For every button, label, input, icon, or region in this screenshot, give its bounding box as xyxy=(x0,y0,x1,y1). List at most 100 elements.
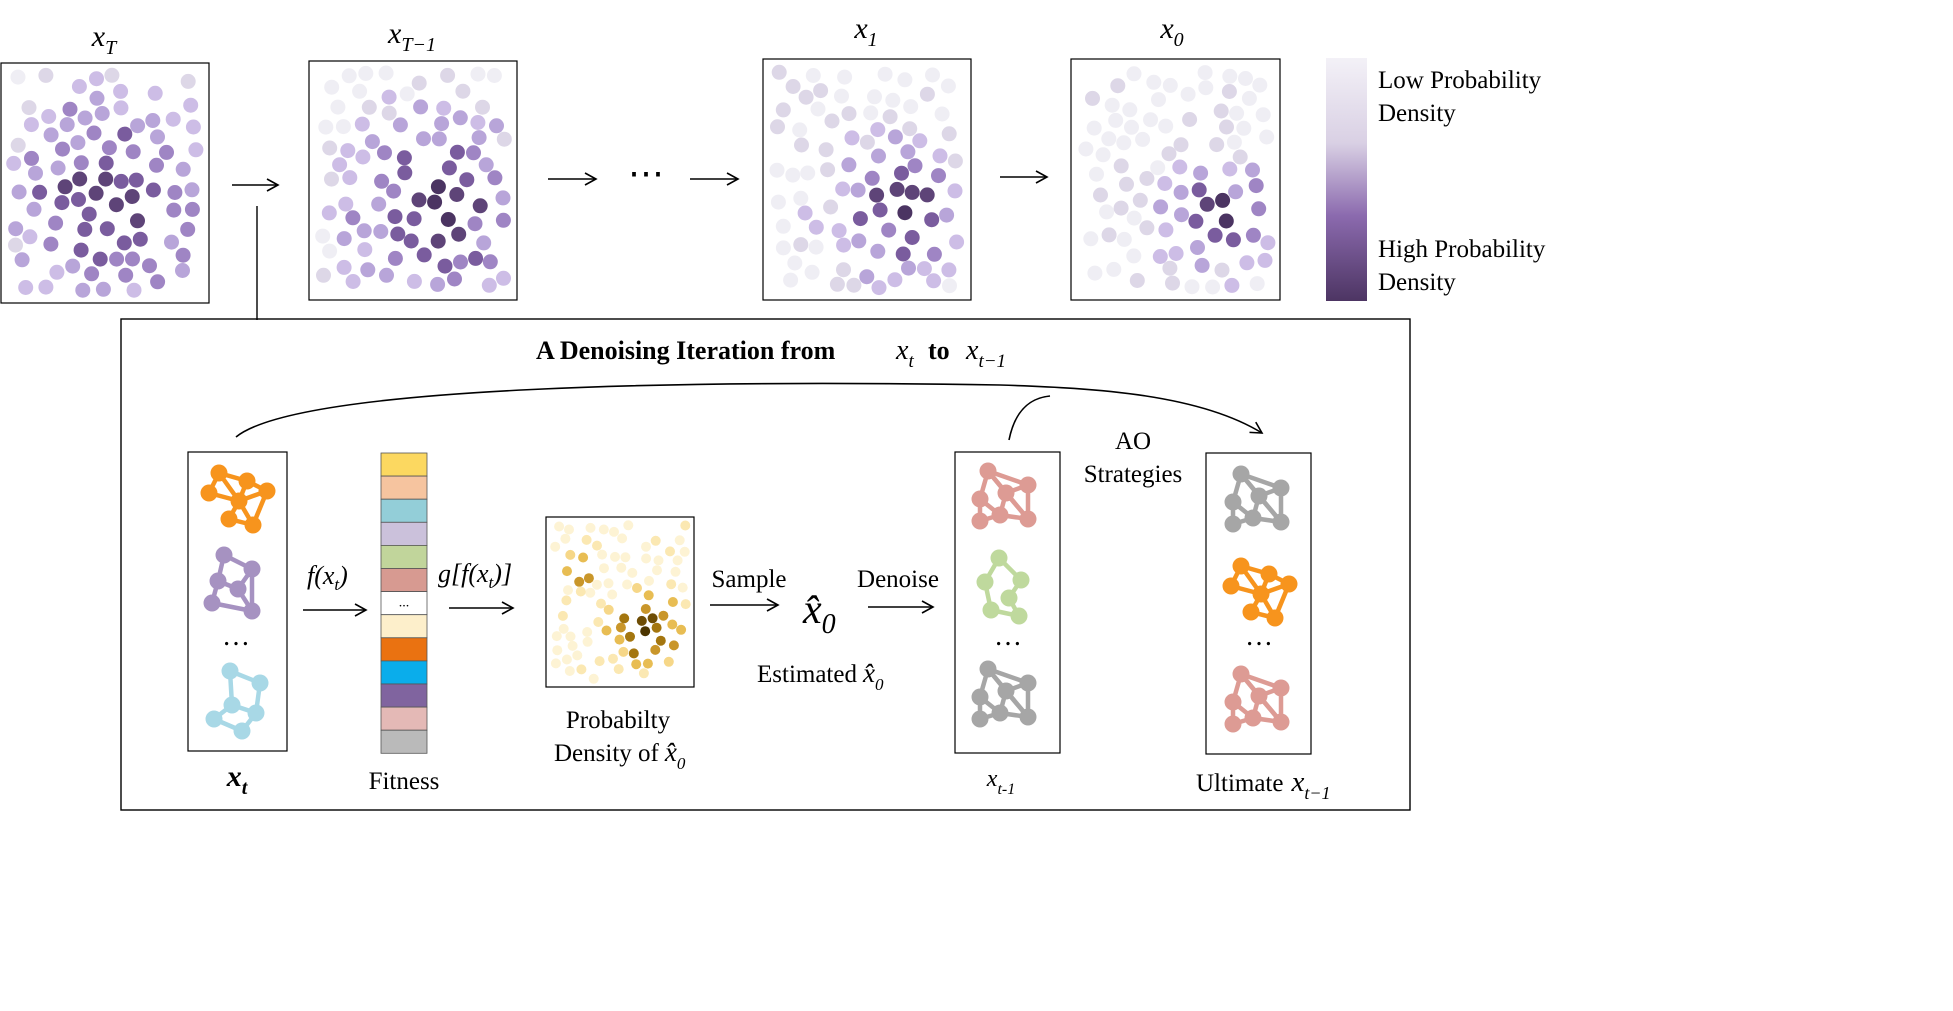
x1-dot xyxy=(887,129,903,145)
xT-dot xyxy=(10,137,26,153)
xT-1-dot xyxy=(470,115,486,130)
x0-dot xyxy=(1157,176,1173,191)
xT-dot xyxy=(99,221,115,237)
xT-1-dot xyxy=(338,196,354,212)
x0-dot xyxy=(1228,184,1244,200)
x0-dot xyxy=(1086,120,1102,136)
legend-low-label: Low Probability xyxy=(1378,67,1542,94)
x1-dot xyxy=(942,278,957,294)
xT-dot xyxy=(77,221,93,237)
x1-dot xyxy=(850,182,866,198)
xT-dot xyxy=(71,192,86,207)
graph-node xyxy=(1260,565,1278,583)
graph-ult-gray xyxy=(1224,465,1290,533)
xT-dot xyxy=(54,195,70,211)
xT-dot xyxy=(125,144,141,160)
x0-dot xyxy=(1248,178,1264,194)
xT-dot xyxy=(72,171,88,187)
x1-dot xyxy=(895,246,911,262)
density-dot xyxy=(575,586,586,597)
xT-dot xyxy=(128,172,144,188)
xT-dot xyxy=(41,109,57,124)
density-dot xyxy=(563,585,573,596)
iteration-title-to-word: to xyxy=(928,336,950,365)
xT-1-dot xyxy=(396,150,412,166)
x0-dot xyxy=(1229,105,1245,121)
density-dot xyxy=(663,656,674,667)
iteration-title-from: xt xyxy=(895,335,914,372)
xT-dot xyxy=(166,202,182,218)
graph-node xyxy=(243,602,261,620)
x0-dot xyxy=(1239,255,1255,271)
xT-1-dot xyxy=(324,79,340,95)
density-dot xyxy=(652,565,662,576)
x0-dot xyxy=(1139,171,1155,186)
x1-dot xyxy=(792,122,808,138)
x0-dot xyxy=(1173,137,1189,153)
x0-dot xyxy=(1150,160,1166,176)
x0-hat: x̂0 xyxy=(802,587,836,640)
x0-dot xyxy=(1197,65,1213,81)
density-dot xyxy=(572,650,583,661)
ao-curve xyxy=(1008,395,1051,441)
xT-1-dot xyxy=(324,171,339,187)
density-dot xyxy=(591,579,602,590)
x0-dot xyxy=(1207,227,1223,243)
density-dot xyxy=(677,582,688,593)
graph-node xyxy=(982,601,1000,619)
x1-dot xyxy=(785,79,801,94)
xT-dot xyxy=(150,274,166,290)
xT-1-dot xyxy=(467,216,483,232)
xT-1-dot xyxy=(440,67,456,83)
x0-dot xyxy=(1215,192,1231,208)
xT-dot xyxy=(147,85,163,101)
fitness-cell xyxy=(380,568,428,593)
x1-dot xyxy=(900,144,916,160)
xT-1-dot xyxy=(316,267,331,283)
x1-dot xyxy=(947,183,963,199)
x1-dot xyxy=(947,153,963,169)
xT-1-dot xyxy=(430,276,446,292)
density-dot xyxy=(607,589,618,600)
xT-1-dot xyxy=(411,192,427,208)
xT-1-dot xyxy=(406,211,422,227)
xT-1-dot xyxy=(322,140,338,156)
x0-dot xyxy=(1126,248,1142,264)
xT-1-dot xyxy=(449,187,465,202)
xT-dot xyxy=(38,279,54,295)
density-dot xyxy=(561,654,572,665)
fitness-cell xyxy=(380,729,428,754)
xT-1-dot xyxy=(427,194,443,210)
xT-1-dot xyxy=(387,250,403,266)
xT-1-dot xyxy=(371,196,387,212)
denoising-iteration-box xyxy=(120,318,1411,811)
xT-dot xyxy=(71,79,87,94)
xT-dot xyxy=(118,267,134,283)
xT-dot xyxy=(73,155,89,171)
xT-1-dot xyxy=(416,247,432,263)
density-dot xyxy=(578,552,589,563)
x1-dot xyxy=(820,162,836,178)
density-dot xyxy=(603,604,614,615)
x0-dot xyxy=(1162,77,1178,93)
label-xt: xt xyxy=(226,760,249,799)
xT-dot xyxy=(175,161,191,177)
xT-dot xyxy=(50,160,66,176)
graph-node xyxy=(230,492,248,510)
x0-dot xyxy=(1116,135,1132,151)
x0-dot xyxy=(1162,260,1178,276)
xT-dot xyxy=(88,185,104,201)
graph-node xyxy=(203,594,221,612)
density-label-1: Probabilty xyxy=(566,707,671,734)
graph-node xyxy=(229,580,247,598)
x0-dot xyxy=(1241,90,1257,106)
panel-title-xT-1: xT−1 xyxy=(387,17,436,56)
x0-dot xyxy=(1252,77,1268,93)
denoise-label: Denoise xyxy=(857,566,939,593)
xT-dot xyxy=(75,282,91,298)
density-dot xyxy=(588,673,599,684)
xT-dot xyxy=(145,182,161,198)
x1-dot xyxy=(931,168,946,184)
density-dot xyxy=(599,563,609,574)
x0-dot xyxy=(1139,220,1155,236)
